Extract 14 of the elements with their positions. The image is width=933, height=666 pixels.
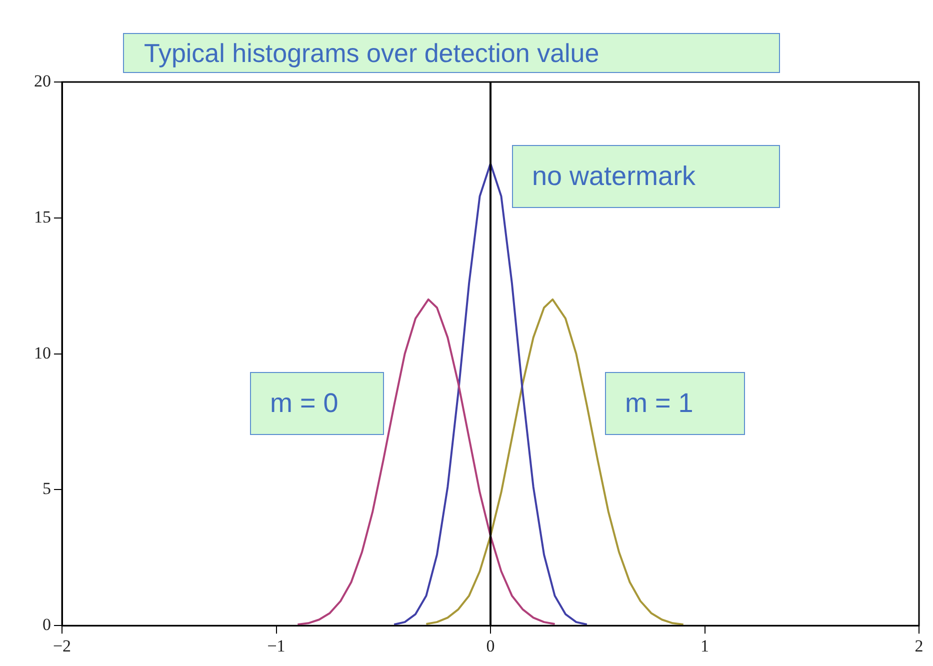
x-tick-label: −2 [52, 636, 72, 656]
y-tick-label: 20 [34, 71, 51, 90]
chart-title: Typical histograms over detection value [123, 33, 780, 73]
series-label: m = 1 [625, 388, 694, 419]
x-tick-label: −1 [267, 636, 286, 656]
series-label: m = 0 [270, 388, 338, 419]
y-tick-label: 15 [34, 207, 51, 226]
y-tick-label: 0 [42, 615, 51, 634]
x-tick-label: 0 [486, 636, 495, 656]
y-tick-label: 5 [42, 479, 51, 498]
series-label: no watermark [532, 161, 696, 192]
x-tick-label: 1 [700, 636, 709, 656]
y-tick-label: 10 [34, 343, 51, 362]
x-tick-label: 2 [914, 636, 924, 656]
